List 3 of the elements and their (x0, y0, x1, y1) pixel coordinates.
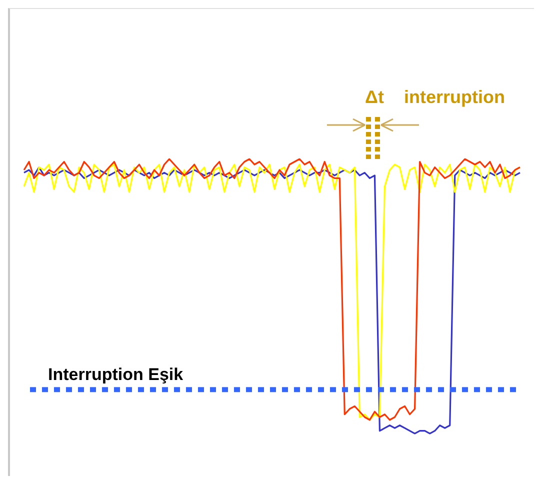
text: Δt (365, 87, 384, 107)
text: interruption (404, 87, 505, 107)
ref-line-label: Interruption Eşik (48, 364, 184, 384)
